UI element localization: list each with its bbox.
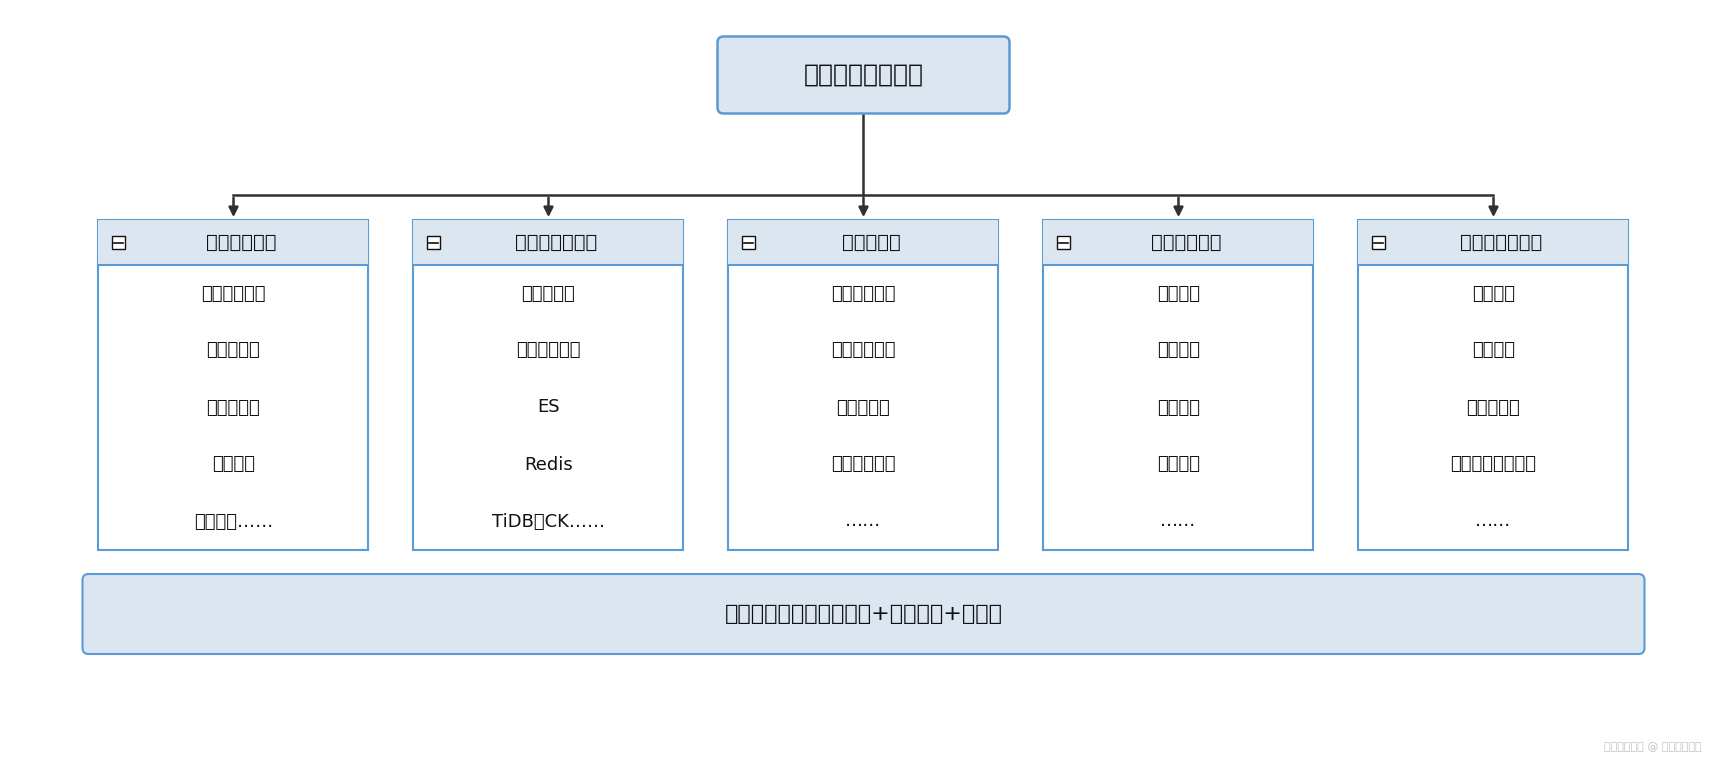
FancyBboxPatch shape: [413, 220, 684, 265]
Text: ES: ES: [537, 399, 560, 417]
Text: 性能防劣化: 性能防劣化: [843, 233, 901, 252]
FancyBboxPatch shape: [98, 220, 368, 265]
Text: 异常日志: 异常日志: [1157, 284, 1200, 303]
FancyBboxPatch shape: [729, 220, 998, 550]
FancyBboxPatch shape: [413, 220, 684, 550]
Text: 数据库服务器: 数据库服务器: [516, 342, 580, 360]
Text: 硬件资源性能: 硬件资源性能: [831, 342, 896, 360]
Text: 应用服务器: 应用服务器: [522, 284, 575, 303]
Text: 日志配置: 日志配置: [1157, 342, 1200, 360]
Text: 监控报警: 监控报警: [1157, 456, 1200, 474]
Text: 核心接口性能: 核心接口性能: [831, 284, 896, 303]
Text: 应急问题复盘借鉴: 应急问题复盘借鉴: [1451, 456, 1537, 474]
FancyBboxPatch shape: [1043, 220, 1314, 550]
Text: 核心服务风险: 核心服务风险: [206, 233, 276, 252]
FancyBboxPatch shape: [83, 574, 1644, 654]
FancyBboxPatch shape: [1373, 236, 1385, 249]
FancyBboxPatch shape: [729, 220, 998, 265]
Text: 压测专项: 压测专项: [1471, 284, 1515, 303]
Text: 数据库专项: 数据库专项: [1466, 399, 1520, 417]
Text: 自动化巡检: 自动化巡检: [207, 399, 261, 417]
Text: 定时清理: 定时清理: [1157, 399, 1200, 417]
Text: ……: ……: [1475, 513, 1511, 531]
FancyBboxPatch shape: [743, 236, 755, 249]
Text: 稳定性治理常态化: 稳定性治理常态化: [803, 63, 924, 87]
Text: ……: ……: [1161, 513, 1197, 531]
FancyBboxPatch shape: [1359, 220, 1629, 265]
Text: 监控报警……: 监控报警……: [193, 513, 273, 531]
FancyBboxPatch shape: [1043, 220, 1314, 265]
Text: 响应时间跳点: 响应时间跳点: [202, 284, 266, 303]
FancyBboxPatch shape: [98, 220, 368, 550]
Text: 组织协同落地：研发团队+测试团队+架构师: 组织协同落地：研发团队+测试团队+架构师: [725, 604, 1002, 624]
FancyBboxPatch shape: [1359, 220, 1629, 550]
Text: 服务器资源风险: 服务器资源风险: [515, 233, 598, 252]
Text: 其他专项常态化: 其他专项常态化: [1461, 233, 1542, 252]
FancyBboxPatch shape: [112, 236, 126, 249]
FancyBboxPatch shape: [1057, 236, 1071, 249]
Text: 业务监控: 业务监控: [212, 456, 256, 474]
Text: 日志风险治理: 日志风险治理: [1152, 233, 1221, 252]
FancyBboxPatch shape: [428, 236, 440, 249]
Text: 可用率下降: 可用率下降: [207, 342, 261, 360]
Text: 安全专项: 安全专项: [1471, 342, 1515, 360]
Text: ……: ……: [846, 513, 881, 531]
Text: Redis: Redis: [523, 456, 573, 474]
Text: TiDB、CK……: TiDB、CK……: [492, 513, 604, 531]
Text: 掘金技术社区 @ 京东云开发者: 掘金技术社区 @ 京东云开发者: [1604, 742, 1703, 752]
FancyBboxPatch shape: [717, 36, 1010, 113]
Text: 中间件性能: 中间件性能: [836, 399, 891, 417]
Text: 财务出账专项: 财务出账专项: [831, 456, 896, 474]
